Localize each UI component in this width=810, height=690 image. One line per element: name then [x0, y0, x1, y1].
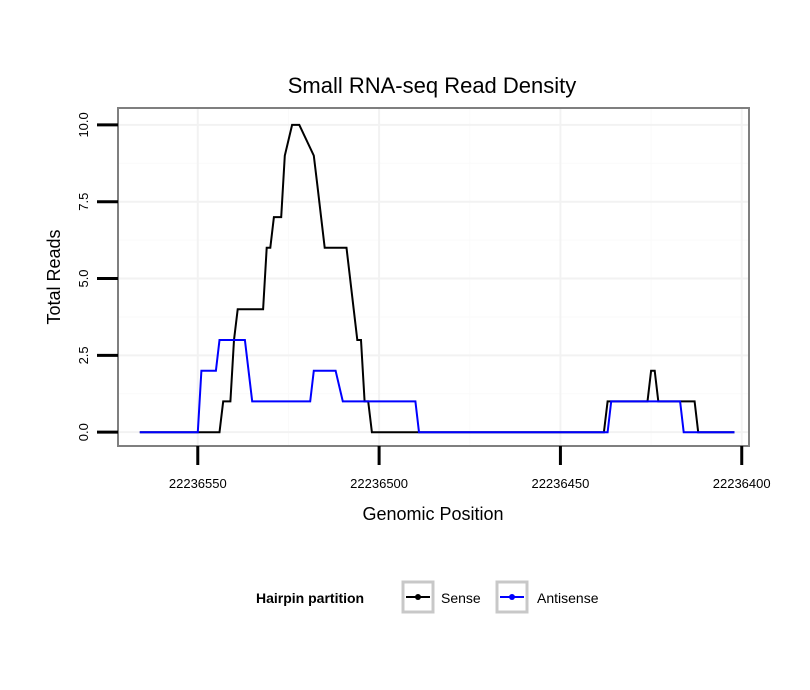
series-lines — [139, 123, 735, 434]
panel-border — [117, 107, 750, 447]
y-tick-label: 0.0 — [76, 423, 91, 441]
legend-key-point-sense — [415, 594, 421, 600]
legend-title: Hairpin partition — [256, 590, 364, 606]
legend-key-point-antisense — [509, 594, 515, 600]
x-axis-title: Genomic Position — [362, 504, 503, 524]
y-axis: 0.0 2.5 5.0 7.5 10.0 — [76, 112, 118, 441]
y-tick-label: 7.5 — [76, 193, 91, 211]
y-tick-label: 10.0 — [76, 112, 91, 137]
x-tick-label: 22236450 — [531, 476, 589, 491]
grid-lines — [118, 108, 749, 446]
x-axis: 22236550 22236500 22236450 22236400 — [169, 446, 771, 491]
series-line-antisense — [139, 339, 735, 434]
x-tick-label: 22236550 — [169, 476, 227, 491]
legend-label-antisense: Antisense — [537, 590, 599, 606]
x-tick-label: 22236500 — [350, 476, 408, 491]
plot-panel — [117, 107, 750, 447]
legend-item-antisense: Antisense — [495, 580, 599, 614]
legend-key-box-antisense — [495, 580, 529, 614]
y-tick-label: 5.0 — [76, 269, 91, 287]
y-tick-label: 2.5 — [76, 346, 91, 364]
legend-item-sense: Sense — [401, 580, 481, 614]
panel-background — [118, 108, 749, 446]
x-tick-label: 22236400 — [713, 476, 771, 491]
y-axis-title: Total Reads — [44, 229, 64, 324]
legend: Hairpin partition Sense Antisense — [256, 580, 599, 614]
chart-title: Small RNA-seq Read Density — [288, 73, 577, 98]
legend-label-sense: Sense — [441, 590, 481, 606]
